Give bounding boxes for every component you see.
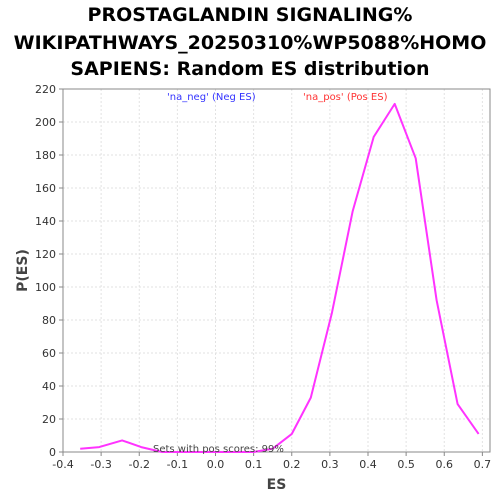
x-tick-label: -0.2: [129, 458, 150, 471]
x-tick-label: -0.1: [167, 458, 188, 471]
plot-area: [62, 88, 491, 453]
x-tick-label: 0.7: [474, 458, 492, 471]
y-tick-label: 120: [35, 248, 56, 261]
x-tick-label: 0.2: [283, 458, 301, 471]
x-tick-label: 0.5: [397, 458, 415, 471]
y-tick-label: 180: [35, 149, 56, 162]
y-tick-label: 40: [42, 380, 56, 393]
x-tick-label: -0.3: [90, 458, 111, 471]
x-tick-label: 0.6: [436, 458, 454, 471]
chart-title-line-1: PROSTAGLANDIN SIGNALING%: [88, 4, 413, 26]
y-tick-label: 140: [35, 215, 56, 228]
y-tick-label: 160: [35, 182, 56, 195]
y-tick-label: 0: [49, 446, 56, 459]
y-tick-label: 80: [42, 314, 56, 327]
legend-item-pos: 'na_pos' (Pos ES): [303, 92, 388, 103]
x-tick-label: 0.3: [321, 458, 339, 471]
y-tick-label: 200: [35, 116, 56, 129]
x-tick-label: 0.0: [207, 458, 225, 471]
y-tick-label: 20: [42, 413, 56, 426]
y-tick-label: 60: [42, 347, 56, 360]
y-axis-label: P(ES): [15, 249, 31, 292]
chart-title-line-3: SAPIENS: Random ES distribution: [70, 58, 429, 80]
axis-ticks: -0.4 -0.3 -0.2 -0.1 0.0 0.1 0.2 0.3 0.4 0.5 0.6 0.7…: [35, 83, 491, 471]
x-tick-label: 0.4: [359, 458, 377, 471]
annotation: Sets with pos scores: 99%: [153, 444, 284, 455]
legend-item-neg: 'na_neg' (Neg ES): [167, 92, 256, 103]
x-axis-label: ES: [267, 477, 287, 493]
series-layer: [80, 102, 480, 453]
x-tick-label: -0.4: [52, 458, 73, 471]
y-tick-label: 220: [35, 83, 56, 96]
x-tick-label: 0.1: [245, 458, 263, 471]
series-line: [80, 102, 480, 453]
chart-title-line-2: WIKIPATHWAYS_20250310%WP5088%HOMO: [14, 32, 487, 54]
y-tick-label: 100: [35, 281, 56, 294]
